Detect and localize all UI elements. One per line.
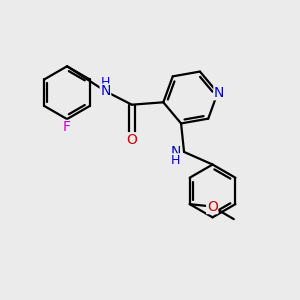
Text: N: N [170, 145, 181, 159]
Text: H: H [101, 76, 110, 89]
Text: O: O [126, 133, 137, 147]
Text: N: N [100, 84, 111, 98]
Text: O: O [207, 200, 218, 214]
Text: N: N [214, 86, 224, 100]
Text: F: F [63, 121, 71, 134]
Text: H: H [171, 154, 180, 167]
